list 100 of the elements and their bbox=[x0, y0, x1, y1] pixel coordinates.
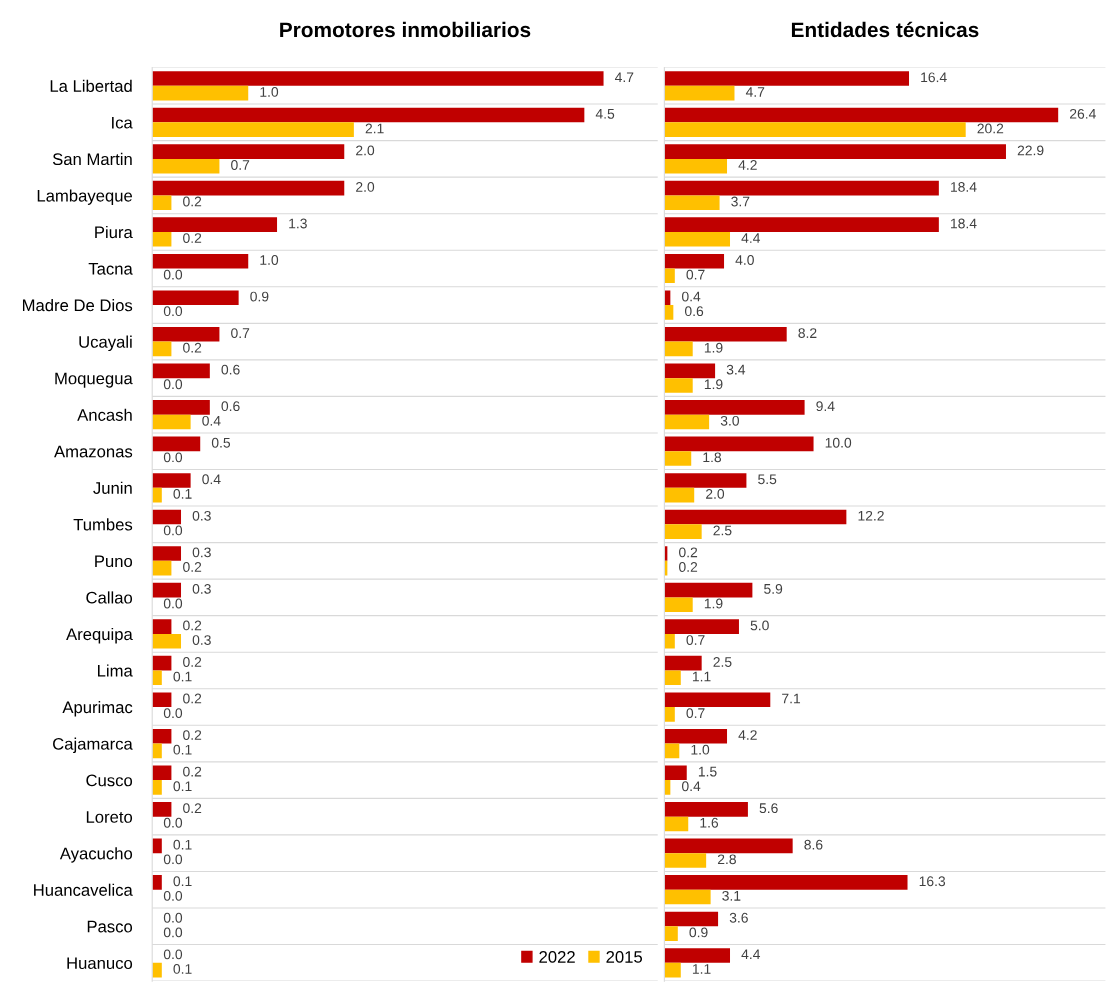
bar bbox=[664, 231, 731, 247]
data-label: 0.0 bbox=[163, 306, 183, 317]
y-tick-label: Arequipa bbox=[66, 627, 133, 644]
y-tick-label: Ancash bbox=[77, 408, 132, 421]
data-label: 16.3 bbox=[919, 876, 946, 887]
data-label: 1.0 bbox=[260, 87, 279, 97]
bar bbox=[664, 268, 675, 284]
data-label: 8.6 bbox=[804, 839, 823, 850]
bar bbox=[664, 436, 814, 452]
y-tick-label: Apurimac bbox=[62, 700, 133, 717]
bar bbox=[152, 158, 220, 174]
bar bbox=[664, 926, 678, 941]
bar bbox=[152, 71, 604, 86]
data-label: 0.6 bbox=[221, 364, 240, 375]
data-label: 1.9 bbox=[704, 342, 723, 353]
data-label: 26.4 bbox=[1070, 108, 1096, 119]
data-label: 18.4 bbox=[951, 218, 977, 229]
bar bbox=[664, 911, 719, 927]
data-label: 0.0 bbox=[163, 525, 183, 536]
y-tick-label: Cusco bbox=[86, 774, 133, 787]
bar bbox=[152, 473, 191, 488]
y-tick-label: Madre De Dios bbox=[22, 299, 133, 312]
data-label: 0.2 bbox=[183, 196, 202, 207]
data-label: 0.0 bbox=[163, 269, 183, 280]
data-label: 1.8 bbox=[703, 452, 722, 463]
bar bbox=[664, 122, 966, 137]
data-label: 4.4 bbox=[741, 233, 761, 243]
bar bbox=[152, 487, 162, 503]
data-label: 5.6 bbox=[759, 803, 778, 814]
y-tick-label: Cajamarca bbox=[53, 737, 133, 754]
bar bbox=[664, 326, 787, 342]
data-label: 8.2 bbox=[798, 328, 817, 339]
bar bbox=[152, 743, 162, 759]
data-label: 0.0 bbox=[163, 817, 183, 828]
bar bbox=[664, 853, 707, 868]
data-label: 0.4 bbox=[682, 291, 701, 302]
data-label: 2.0 bbox=[706, 488, 725, 499]
data-label: 22.9 bbox=[1017, 145, 1044, 156]
data-label: 0.0 bbox=[163, 598, 183, 609]
bar bbox=[664, 107, 1059, 123]
y-tick-label: Amazonas bbox=[54, 445, 133, 458]
data-label: 4.5 bbox=[595, 109, 615, 119]
bar bbox=[664, 217, 939, 232]
data-label: 0.4 bbox=[682, 781, 701, 792]
chart-title: Entidades técnicas bbox=[791, 21, 979, 38]
bar bbox=[152, 414, 191, 430]
bar bbox=[152, 290, 239, 306]
data-label: 0.0 bbox=[163, 854, 183, 865]
data-label: 1.1 bbox=[692, 671, 711, 682]
y-tick-label: Piura bbox=[95, 225, 133, 239]
bar bbox=[664, 158, 728, 174]
bar bbox=[664, 948, 731, 963]
bar bbox=[664, 633, 675, 649]
data-label: 5.9 bbox=[764, 583, 783, 594]
data-label: 0.2 bbox=[183, 693, 202, 704]
data-label: 2.5 bbox=[713, 657, 732, 667]
data-label: 3.4 bbox=[726, 364, 746, 375]
data-label: 0.1 bbox=[173, 876, 192, 887]
data-label: 0.4 bbox=[202, 474, 221, 485]
bar bbox=[152, 195, 172, 211]
data-label: 0.7 bbox=[686, 269, 705, 280]
bar bbox=[664, 451, 692, 466]
bar bbox=[152, 85, 249, 101]
bar bbox=[664, 875, 908, 890]
bar bbox=[664, 582, 753, 598]
data-label: 1.6 bbox=[700, 817, 719, 828]
data-label: 0.2 bbox=[183, 766, 202, 777]
data-label: 0.1 bbox=[173, 671, 192, 682]
data-label: 0.0 bbox=[163, 379, 183, 390]
y-tick-label: Loreto bbox=[86, 811, 133, 823]
bar bbox=[664, 889, 711, 905]
bar bbox=[664, 341, 693, 357]
bar bbox=[152, 619, 172, 634]
data-label: 0.3 bbox=[192, 510, 211, 521]
data-label: 0.2 bbox=[679, 562, 698, 572]
data-label: 0.7 bbox=[231, 328, 250, 339]
bar bbox=[664, 524, 702, 539]
bar bbox=[152, 509, 182, 525]
data-label: 1.9 bbox=[704, 598, 723, 609]
bar bbox=[152, 802, 172, 817]
bar bbox=[664, 728, 728, 744]
bar bbox=[664, 378, 693, 393]
data-label: 0.2 bbox=[679, 547, 698, 558]
bar bbox=[152, 144, 345, 159]
bar bbox=[664, 71, 910, 86]
bar bbox=[664, 195, 720, 211]
bar bbox=[152, 400, 210, 415]
data-label: 0.3 bbox=[192, 635, 211, 645]
bar bbox=[152, 217, 278, 232]
data-label: 3.7 bbox=[731, 196, 750, 207]
data-label: 20.2 bbox=[977, 123, 1004, 134]
data-label: 4.2 bbox=[738, 160, 757, 170]
bar bbox=[152, 875, 162, 890]
bar bbox=[664, 85, 735, 101]
bar bbox=[152, 692, 172, 708]
data-label: 0.1 bbox=[173, 839, 192, 850]
data-label: 2.1 bbox=[365, 123, 384, 134]
bar bbox=[664, 816, 689, 832]
bar bbox=[152, 180, 345, 196]
data-label: 16.4 bbox=[921, 72, 947, 83]
